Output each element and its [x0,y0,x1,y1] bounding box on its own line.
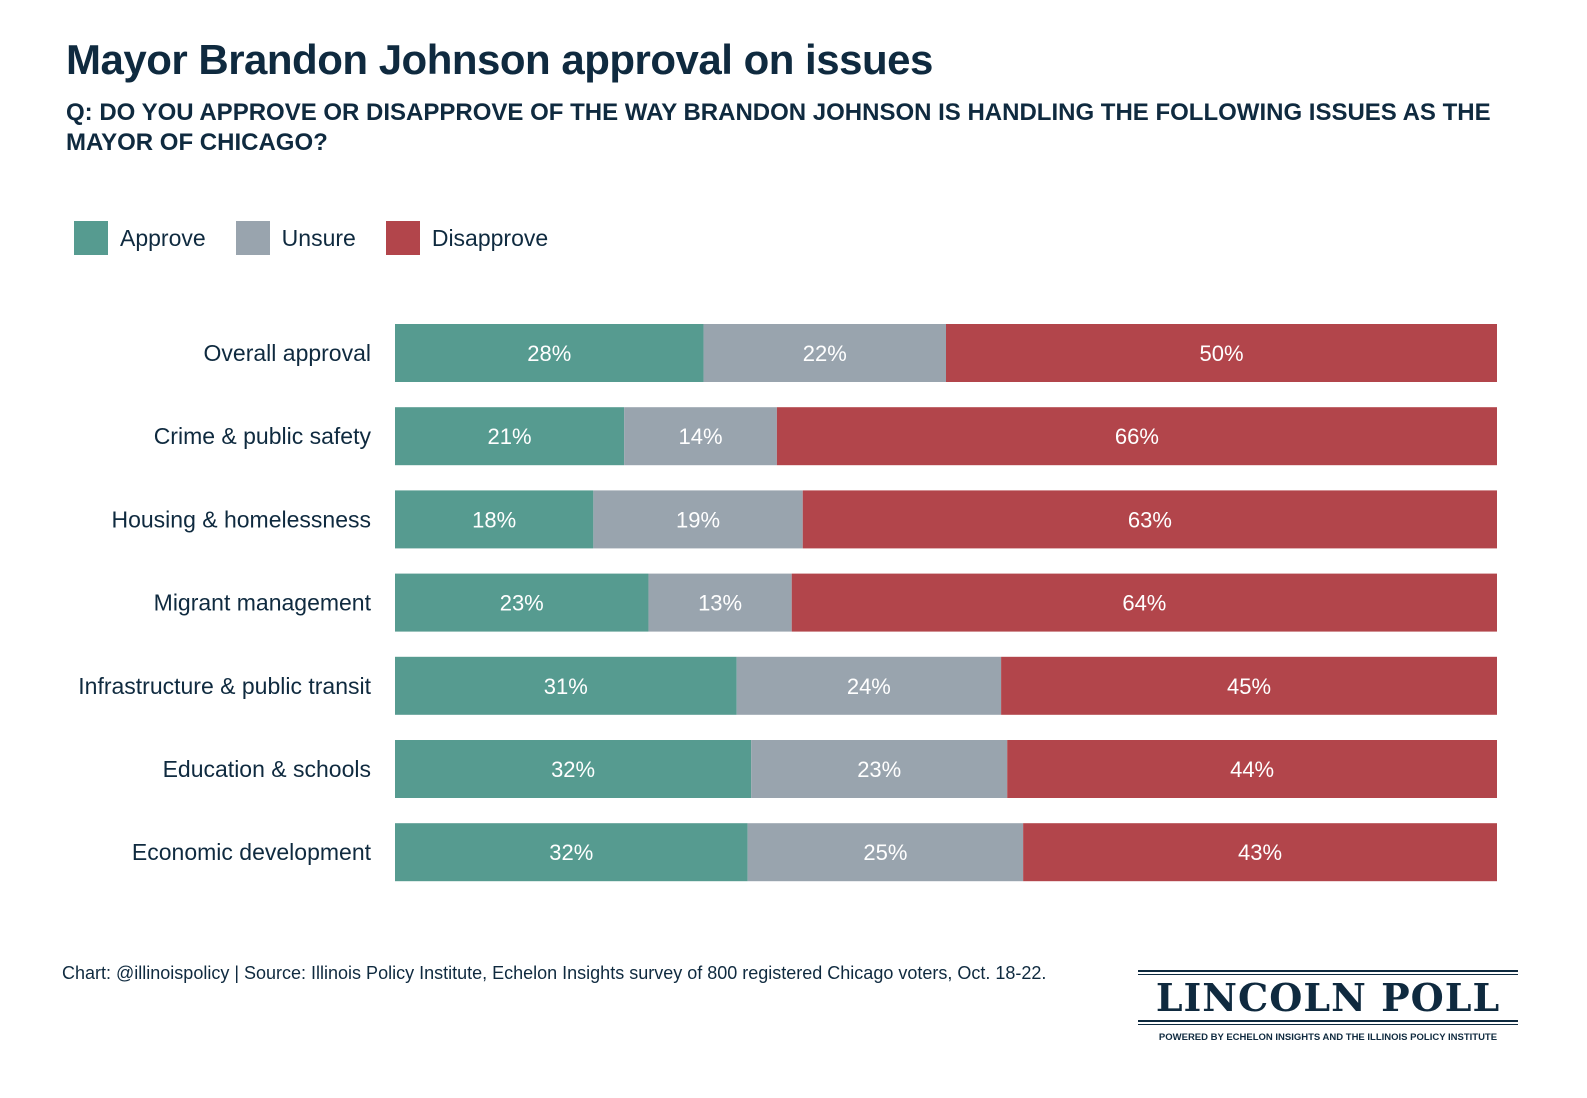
legend-label-disapprove: Disapprove [431,224,549,251]
bar-segment-disapprove [802,490,1497,549]
bar-segment-approve [395,407,625,466]
category-label: Crime & public safety [154,423,372,449]
legend-item-unsure: Unsure [235,221,356,255]
bar-segment-approve [395,573,649,632]
bar-segment-unsure [751,740,1008,798]
logo-tagline: POWERED BY ECHELON INSIGHTS AND THE ILLI… [1158,1032,1498,1043]
bar-row-migrant-management: Migrant management 23% 13% 64% [154,573,1497,632]
legend-item-disapprove: Disapprove [385,221,549,255]
data-label-unsure: 14% [678,424,722,449]
data-label-disapprove: 63% [1128,507,1172,532]
source-footer: Chart: @illinoispolicy | Source: Illinoi… [62,963,1047,983]
data-label-unsure: 13% [698,591,742,616]
data-label-unsure: 24% [847,674,891,699]
chart-title: Mayor Brandon Johnson approval on issues [66,36,933,83]
category-label: Economic development [132,839,372,865]
data-label-disapprove: 50% [1199,341,1243,366]
legend-swatch-unsure [235,221,270,255]
bar-segment-disapprove [1023,823,1497,882]
legend-label-unsure: Unsure [281,224,356,251]
bar-segment-disapprove [776,407,1497,466]
data-label-disapprove: 66% [1115,424,1159,449]
lincoln-poll-logo: LINCOLN POLL POWERED BY ECHELON INSIGHTS… [1138,966,1518,1052]
data-label-disapprove: 64% [1122,591,1166,616]
bar-row-infrastructure-and-public-transit: Infrastructure & public transit 31% 24% 45% [78,656,1497,715]
bar-segment-unsure [593,490,803,549]
logo-rule-bottom [1138,1020,1518,1022]
data-label-disapprove: 45% [1227,674,1271,699]
bar-segment-unsure [747,823,1024,882]
bar-row-housing-and-homelessness: Housing & homelessness 18% 19% 63% [111,490,1497,549]
data-label-disapprove: 44% [1230,757,1274,782]
category-label: Migrant management [154,590,372,616]
bar-segment-unsure [648,573,792,632]
data-label-approve: 18% [472,507,516,532]
bar-segment-approve [395,823,748,882]
legend: Approve Unsure Disapprove [74,221,578,255]
category-label: Overall approval [204,340,371,366]
data-label-unsure: 19% [676,507,720,532]
bar-segment-unsure [624,407,777,466]
data-label-disapprove: 43% [1238,840,1282,865]
data-label-unsure: 22% [803,341,847,366]
logo-rule-top [1138,970,1518,972]
bar-row-economic-development: Economic development 32% 25% 43% [132,823,1497,882]
data-label-unsure: 25% [863,840,907,865]
bar-segment-approve [395,740,752,798]
category-label: Infrastructure & public transit [78,673,371,699]
bar-segment-unsure [703,324,946,382]
data-label-approve: 32% [551,757,595,782]
data-label-approve: 21% [488,424,532,449]
logo-rule-top-thin [1138,974,1518,975]
bar-segment-disapprove [946,324,1497,382]
data-label-approve: 28% [527,341,571,366]
chart-subtitle: Q: DO YOU APPROVE OR DISAPPROVE OF THE W… [66,99,1491,156]
data-label-unsure: 23% [857,757,901,782]
legend-swatch-disapprove [385,221,420,255]
bar-segment-unsure [736,656,1002,715]
legend-label-approve: Approve [120,224,206,251]
legend-swatch-approve [74,221,108,255]
data-label-approve: 23% [500,591,544,616]
bar-segment-disapprove [1001,656,1497,715]
category-label: Education & schools [163,756,371,782]
bar-segment-approve [395,490,594,549]
bar-row-education-and-schools: Education & schools 32% 23% 44% [163,740,1497,798]
data-label-approve: 31% [544,674,588,699]
bar-segment-disapprove [791,573,1497,632]
bar-row-crime-and-public-safety: Crime & public safety 21% 14% 66% [154,407,1497,466]
bar-segment-approve [395,324,704,382]
data-label-approve: 32% [549,840,593,865]
legend-item-approve: Approve [74,221,206,255]
logo-wordmark: LINCOLN POLL [1155,975,1501,1020]
category-label: Housing & homelessness [111,506,371,532]
logo-rule-bottom-thin [1138,1024,1518,1025]
bar-segment-approve [395,656,737,715]
bar-segment-disapprove [1007,740,1497,798]
bar-row-overall-approval: Overall approval 28% 22% 50% [204,324,1497,382]
stacked-bar-chart: Overall approval 28% 22% 50% Crime & public … [78,324,1497,882]
